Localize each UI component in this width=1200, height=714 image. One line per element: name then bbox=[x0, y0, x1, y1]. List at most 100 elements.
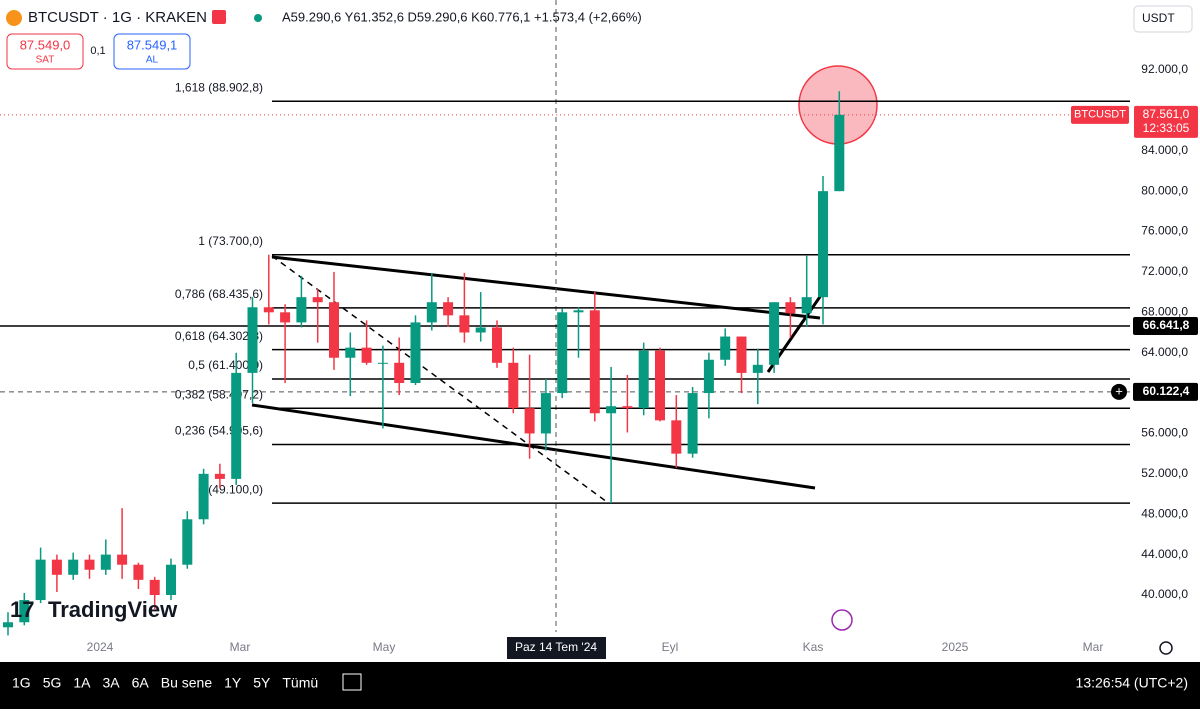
candle-body bbox=[345, 347, 356, 358]
candle-body bbox=[133, 564, 144, 580]
candle-body bbox=[671, 420, 682, 454]
candle-body bbox=[394, 362, 405, 383]
candle-body bbox=[752, 364, 763, 373]
candle-body bbox=[459, 315, 470, 333]
fib-label: 1 (73.700,0) bbox=[198, 234, 263, 248]
fib-label: 0,786 (68.435,6) bbox=[175, 287, 263, 301]
candle-body bbox=[589, 310, 600, 414]
fib-label: 0,236 (54.905,6) bbox=[175, 424, 263, 438]
candle-body bbox=[492, 327, 502, 363]
y-tick-label: 72.000,0 bbox=[1141, 264, 1188, 278]
candle-body bbox=[655, 350, 665, 421]
candle-body bbox=[410, 322, 421, 383]
candle-body bbox=[769, 302, 780, 365]
candle-body bbox=[687, 393, 698, 454]
candle-body bbox=[801, 297, 812, 314]
symbol-tag-label: BTCUSDT bbox=[1074, 109, 1126, 121]
dashed-line bbox=[271, 255, 608, 503]
y-tick-label: 92.000,0 bbox=[1141, 62, 1188, 76]
range-button[interactable]: 5Y bbox=[253, 675, 271, 691]
event-icon[interactable] bbox=[831, 609, 853, 631]
fib-label: 0,382 (58.497,2) bbox=[175, 387, 263, 401]
candle-body bbox=[377, 362, 388, 364]
range-button[interactable]: 3A bbox=[103, 675, 121, 691]
last-price-tag bbox=[1134, 105, 1198, 138]
add-button[interactable] bbox=[1111, 383, 1127, 400]
x-tick-label: 2025 bbox=[942, 640, 969, 654]
range-button[interactable]: 6A bbox=[132, 675, 150, 691]
y-tick-label: 84.000,0 bbox=[1141, 143, 1188, 157]
last-price: 87.561,0 bbox=[1143, 107, 1190, 121]
candle-body bbox=[182, 519, 193, 565]
range-button[interactable]: 1A bbox=[73, 675, 91, 691]
sell-label: SAT bbox=[36, 55, 55, 66]
y-tick-label: 48.000,0 bbox=[1141, 506, 1188, 520]
candle-body bbox=[35, 559, 46, 601]
add-button-icon: + bbox=[1115, 383, 1123, 398]
candle-body bbox=[263, 307, 274, 313]
crosshair-date: Paz 14 Tem '24 bbox=[515, 640, 597, 654]
candle-body bbox=[573, 310, 584, 313]
candle-body bbox=[834, 114, 845, 192]
flag-icon[interactable] bbox=[212, 10, 226, 24]
buy-label: AL bbox=[146, 55, 159, 66]
buy-button[interactable] bbox=[113, 33, 191, 70]
crosshair-date-tag bbox=[507, 637, 606, 659]
date-range-icon[interactable] bbox=[342, 673, 362, 691]
symbol[interactable]: BTCUSDT · 1G · KRAKEN bbox=[28, 9, 207, 26]
range-button[interactable]: 1Y bbox=[224, 675, 242, 691]
candle-body bbox=[736, 336, 747, 373]
candle-body bbox=[100, 554, 111, 570]
y-tick-label: 64.000,0 bbox=[1141, 345, 1188, 359]
candle-body bbox=[638, 350, 649, 409]
fib-label: 0,618 (64.302,8) bbox=[175, 329, 263, 343]
currency-button[interactable] bbox=[1133, 5, 1193, 33]
sell-button[interactable] bbox=[6, 33, 84, 70]
candle-body bbox=[84, 559, 95, 570]
candle-body bbox=[214, 473, 225, 479]
candle-body bbox=[720, 336, 731, 360]
range-button[interactable]: Tümü bbox=[282, 675, 318, 691]
candle-body bbox=[703, 359, 714, 394]
buy-price: 87.549,1 bbox=[127, 37, 178, 52]
y-tick-label: 40.000,0 bbox=[1141, 587, 1188, 601]
status-dot bbox=[254, 14, 262, 22]
settings-icon[interactable] bbox=[1159, 641, 1173, 655]
x-tick-label: May bbox=[373, 640, 396, 654]
candle-body bbox=[19, 600, 30, 623]
trend-line bbox=[251, 403, 816, 490]
candle-body bbox=[540, 393, 551, 434]
candle-body bbox=[361, 347, 372, 363]
x-tick-label: Mar bbox=[1083, 640, 1104, 654]
fib-label: 0,5 (61.400,0) bbox=[188, 358, 263, 372]
symbol-tag bbox=[1071, 105, 1129, 124]
candle-body bbox=[818, 191, 828, 298]
y-tick-label: 68.000,0 bbox=[1141, 304, 1188, 318]
candle-body bbox=[280, 312, 291, 323]
candle-body bbox=[329, 302, 339, 358]
currency: USDT bbox=[1142, 11, 1175, 25]
crosshair-price-tag bbox=[1133, 382, 1198, 401]
candle-body bbox=[426, 302, 437, 323]
coin-icon bbox=[6, 10, 22, 26]
crosshair-price: 60.122,4 bbox=[1143, 384, 1190, 398]
candle-body bbox=[443, 302, 454, 316]
sell-price: 87.549,0 bbox=[20, 37, 71, 52]
line-price: 66.641,8 bbox=[1143, 318, 1190, 332]
candle-body bbox=[785, 302, 796, 314]
range-button[interactable]: 1G bbox=[12, 675, 31, 691]
candle-body bbox=[3, 622, 13, 628]
candle-body bbox=[166, 564, 176, 595]
x-tick-label: Eyl bbox=[662, 640, 679, 654]
x-tick-label: Mar bbox=[230, 640, 251, 654]
fib-label: 0 (49.100,0) bbox=[198, 482, 263, 496]
candle-body bbox=[198, 473, 209, 520]
y-tick-label: 56.000,0 bbox=[1141, 426, 1188, 440]
logo-mark: 17 bbox=[10, 597, 34, 622]
range-button[interactable]: 5G bbox=[43, 675, 62, 691]
x-tick-label: Kas bbox=[803, 640, 824, 654]
range-button[interactable]: Bu sene bbox=[161, 675, 213, 691]
candle-body bbox=[68, 559, 79, 575]
